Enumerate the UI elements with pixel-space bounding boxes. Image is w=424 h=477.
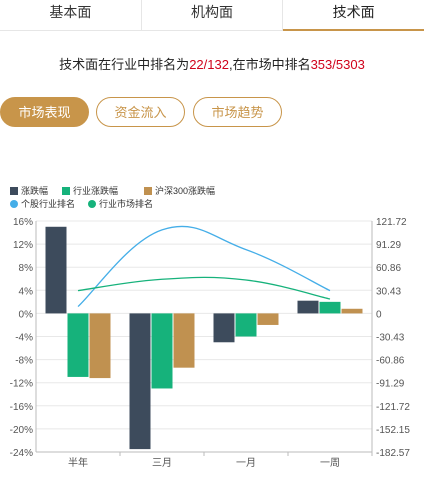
ranking-summary: 技术面在行业中排名为22/132,在市场中排名353/5303 — [0, 54, 424, 73]
x-category-label: 一月 — [236, 457, 256, 469]
industry-rank: 22/132 — [189, 57, 229, 72]
rank-middle: ,在市场中排名 — [228, 57, 311, 72]
line-stock-industry-rank — [77, 225, 331, 308]
legend-stock: 涨跌幅 — [10, 184, 48, 197]
right-tick-label: -182.57 — [376, 448, 410, 459]
x-category-label: 半年 — [68, 456, 88, 469]
left-tick-label: 16% — [13, 217, 33, 228]
left-tick-label: -4% — [15, 333, 33, 344]
right-tick-label: 30.43 — [376, 286, 401, 297]
right-tick-label: 91.29 — [376, 240, 401, 251]
right-tick-label: 0 — [376, 309, 382, 320]
left-tick-label: -16% — [10, 402, 33, 413]
market-trend-button[interactable]: 市场趋势 — [193, 97, 282, 127]
legend-industry-rank: 行业市场排名 — [88, 197, 153, 210]
bar-stock — [213, 313, 235, 343]
market-rank: 353/5303 — [310, 57, 365, 72]
capital-inflow-button[interactable]: 资金流入 — [96, 97, 185, 127]
left-tick-label: 12% — [13, 240, 33, 251]
legend-stock-rank: 个股行业排名 — [10, 197, 75, 210]
bar-stock — [129, 313, 151, 450]
bar-hs300 — [173, 313, 195, 368]
legend-industry-rank-dot — [88, 200, 96, 208]
left-tick-label: -20% — [10, 425, 33, 436]
tab-bar: 基本面 机构面 技术面 — [0, 0, 424, 31]
bar-hs300 — [257, 313, 279, 325]
left-tick-label: 0% — [19, 309, 34, 320]
legend-industry: 行业涨跌幅 — [62, 184, 118, 197]
right-tick-label: -60.86 — [376, 356, 405, 367]
left-tick-label: 4% — [19, 286, 34, 297]
bar-industry — [319, 301, 341, 314]
market-performance-button[interactable]: 市场表现 — [0, 97, 89, 127]
bar-industry — [151, 313, 173, 389]
legend-stock-swatch — [10, 187, 18, 195]
right-tick-label: 60.86 — [376, 263, 401, 274]
right-tick-label: -30.43 — [376, 333, 405, 344]
left-tick-label: -24% — [10, 448, 33, 459]
bar-stock — [297, 300, 319, 314]
left-tick-label: -8% — [15, 356, 33, 367]
legend-hs300: 沪深300涨跌幅 — [144, 184, 215, 197]
tab-fundamentals[interactable]: 基本面 — [49, 4, 92, 20]
tab-technical[interactable]: 技术面 — [282, 0, 424, 31]
tab-institutional[interactable]: 机构面 — [140, 0, 283, 30]
x-category-label: 一周 — [320, 457, 340, 469]
left-tick-label: 8% — [19, 263, 34, 274]
bar-hs300 — [89, 313, 111, 379]
bar-stock — [45, 226, 67, 314]
bar-industry — [235, 313, 257, 337]
legend-industry-swatch — [62, 187, 70, 195]
x-category-label: 三月 — [152, 457, 172, 469]
right-tick-label: 121.72 — [376, 217, 407, 228]
rank-prefix: 技术面在行业中排名为 — [59, 57, 190, 72]
chart-legend: 涨跌幅 行业涨跌幅 沪深300涨跌幅 个股行业排名 行业市场排名 — [10, 184, 410, 214]
line-industry-market-rank — [77, 276, 331, 300]
legend-hs300-swatch — [144, 187, 152, 195]
left-tick-label: -12% — [10, 379, 33, 390]
right-tick-label: -121.72 — [376, 402, 410, 413]
bar-industry — [67, 313, 89, 377]
right-tick-label: -91.29 — [376, 379, 405, 390]
right-tick-label: -152.15 — [376, 425, 410, 436]
bar-hs300 — [341, 308, 363, 314]
legend-stock-rank-dot — [10, 200, 18, 208]
